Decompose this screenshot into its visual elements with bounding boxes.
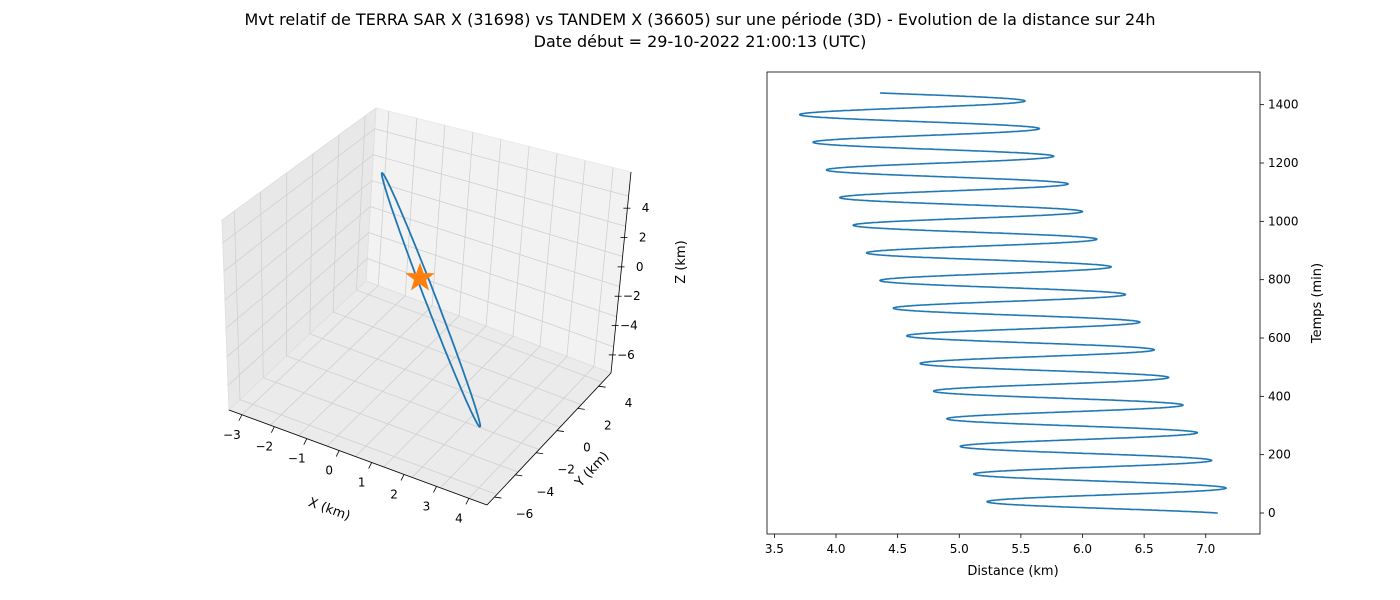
z-axis-line	[610, 171, 632, 374]
y-tick-label: 800	[1268, 273, 1291, 287]
x-tick-label: 0	[325, 464, 333, 478]
grid-line	[260, 191, 519, 473]
x-tick-label: 2	[390, 487, 398, 501]
grid-3d	[222, 111, 629, 499]
x-tick-label: 6.5	[1135, 542, 1154, 556]
grid-line	[286, 172, 540, 450]
x-tick-label: −1	[288, 452, 306, 466]
y-tick-label: 2	[604, 418, 612, 432]
grid-line	[411, 153, 558, 478]
x-tick-mark	[335, 450, 340, 457]
y-tick-mark	[577, 407, 585, 410]
y-tick-label: 400	[1268, 389, 1291, 403]
x-tick-mark	[368, 462, 372, 469]
y-tick-mark	[494, 496, 502, 499]
x-axis-line	[228, 409, 488, 506]
grid-line	[241, 111, 390, 416]
x-tick-label: 3	[423, 499, 431, 513]
z-tick-label: 0	[636, 260, 644, 274]
z-tick-label: 2	[639, 231, 647, 245]
x-tick-label: 5.5	[1011, 542, 1030, 556]
grid-line	[355, 139, 502, 457]
y-tick-label: 0	[583, 441, 591, 455]
y-tick-mark	[598, 385, 606, 388]
x-tick-label: −2	[255, 440, 273, 454]
x-tick-mark	[303, 438, 308, 445]
grid-line	[270, 118, 418, 426]
y-ticks: 0 200 400 600 800 1000 1200 1400	[1260, 98, 1299, 520]
z-tick-label: −2	[623, 289, 641, 303]
y-tick-mark	[536, 452, 544, 455]
figure-title: Mvt relatif de TERRA SAR X (31698) vs TA…	[244, 10, 1156, 29]
grid-line	[326, 132, 474, 447]
x-tick-mark	[433, 486, 437, 493]
x-axis-label: X (km)	[306, 495, 352, 524]
x-tick-label: 3.5	[765, 542, 784, 556]
z-tick-label: −6	[617, 348, 635, 362]
y-tick-label: −2	[557, 463, 575, 477]
grid-line	[383, 146, 530, 468]
z-axis-label: Z (km)	[674, 240, 689, 283]
y-tick-label: −6	[516, 507, 534, 521]
x-tick-label: 5.0	[950, 542, 969, 556]
grid-line	[226, 232, 617, 358]
grid-line	[222, 128, 629, 244]
x-axis-label-distance: Distance (km)	[967, 564, 1058, 579]
x-tick-mark	[270, 426, 275, 433]
grid-line	[355, 115, 603, 383]
grid-line	[224, 180, 623, 301]
x-tick-label: 7.0	[1196, 542, 1215, 556]
grid-line	[225, 206, 620, 329]
x-ticks: 3.5 4.0 4.5 5.0 5.5 6.0 6.5 7.0	[765, 534, 1215, 556]
orbit-line	[380, 171, 482, 428]
y-axis-label: Y (km)	[572, 449, 613, 491]
grid-line	[468, 167, 614, 499]
grid-line	[227, 258, 614, 386]
y-tick-label: 4	[625, 396, 633, 410]
grid-line	[440, 160, 586, 489]
y-axis-label-time: Temps (min)	[1310, 263, 1325, 344]
x-tick-label: 1	[358, 476, 366, 490]
grid-line	[223, 154, 626, 272]
x-tick-label: 4.5	[888, 542, 907, 556]
x-tick-label: 6.0	[1073, 542, 1092, 556]
y-tick-label: 1400	[1268, 98, 1299, 112]
y-tick-mark	[515, 474, 523, 477]
grid-line	[233, 211, 498, 495]
y-tick-mark	[556, 430, 564, 432]
plot-area	[766, 71, 1261, 535]
grid-line	[298, 125, 446, 436]
y-tick-label: 1000	[1268, 214, 1299, 228]
y-tick-label: 600	[1268, 331, 1291, 345]
x-tick-mark	[465, 498, 470, 505]
z-tick-label: −4	[620, 319, 638, 333]
x-tick-label: 4.0	[826, 542, 845, 556]
orbit-path	[380, 171, 482, 428]
distance-series-line	[798, 92, 1228, 514]
y-tick-label: −4	[536, 485, 554, 499]
y-tick-label: 0	[1268, 506, 1276, 520]
chart-distance: 3.5 4.0 4.5 5.0 5.5 6.0 6.5 7.0 0 200 400 600 800 10…	[765, 71, 1325, 579]
y-tick-label: 1200	[1268, 156, 1299, 170]
y-axis-line	[486, 372, 612, 506]
x-tick-mark	[400, 474, 405, 481]
x-tick-label: −3	[223, 428, 241, 442]
x-tick-mark	[238, 414, 243, 421]
z-tick-label: 4	[642, 201, 650, 215]
reference-star-marker	[405, 262, 435, 291]
grid-line	[332, 134, 582, 406]
figure-subtitle: Date début = 29-10-2022 21:00:13 (UTC)	[533, 32, 867, 51]
y-tick-label: 200	[1268, 448, 1291, 462]
grid-line	[309, 153, 561, 428]
x-tick-label: 4	[455, 511, 463, 525]
